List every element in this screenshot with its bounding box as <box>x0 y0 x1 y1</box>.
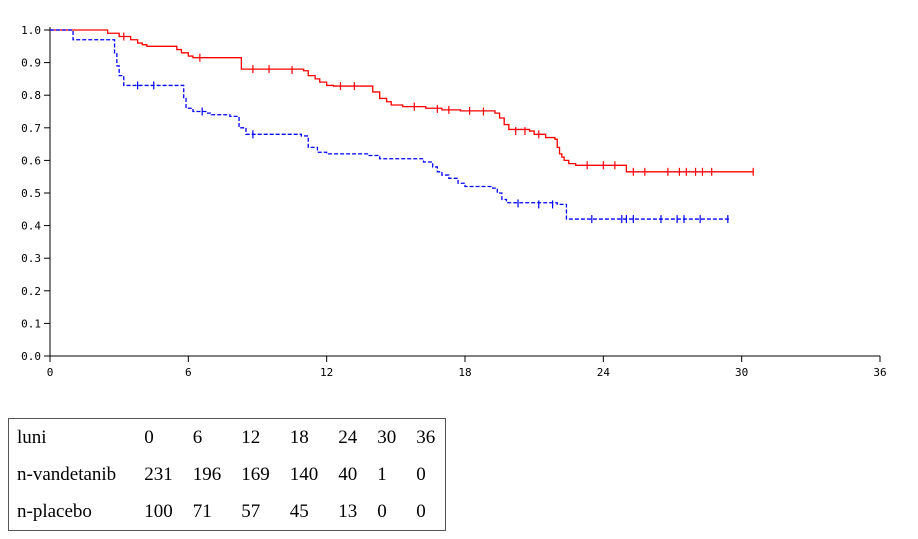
y-tick-label: 0.9 <box>21 57 41 70</box>
x-axis-ticks: 0 6 12 18 24 30 36 <box>47 356 887 379</box>
table-cell: 140 <box>289 463 319 485</box>
table-cell: 100 <box>144 500 173 522</box>
x-tick-label: 18 <box>458 366 471 379</box>
table-cell: 57 <box>241 500 261 522</box>
y-tick-label: 1.0 <box>21 24 41 37</box>
series-line-2 <box>50 29 731 220</box>
row-label: luni <box>17 426 47 448</box>
table-cell: 231 <box>144 463 173 485</box>
survival-chart: 0.0 0.1 0.2 0.3 0.4 0.5 0.6 0.7 0.8 0.9 1.0 0 6 12 18… <box>21 24 887 379</box>
table-cell: 0 <box>416 500 426 522</box>
table-row: luni 0 6 12 18 24 30 36 <box>9 419 446 457</box>
table-cell: 24 <box>338 426 358 448</box>
x-tick-label: 12 <box>320 366 333 379</box>
number-at-risk-table: luni 0 6 12 18 24 30 36 n-vandetanib 231 196 169 140… <box>8 418 447 531</box>
x-tick-label: 0 <box>47 366 54 379</box>
table-cell: 45 <box>289 500 309 522</box>
table-cell: 13 <box>338 500 358 522</box>
x-tick-label: 36 <box>873 366 886 379</box>
table-row: n-vandetanib 231 196 169 140 40 1 0 <box>9 456 446 493</box>
y-tick-label: 0.0 <box>21 350 41 363</box>
series-line-1 <box>50 29 754 173</box>
y-tick-label: 0.2 <box>21 285 41 298</box>
axes <box>49 27 880 357</box>
y-tick-label: 0.5 <box>21 187 41 200</box>
row-label: n-vandetanib <box>17 463 117 485</box>
table-cell: 0 <box>144 426 154 448</box>
table-cell: 36 <box>416 426 436 448</box>
x-tick-label: 30 <box>735 366 748 379</box>
y-tick-label: 0.3 <box>21 252 41 265</box>
table-cell: 196 <box>192 463 222 485</box>
survival-curves <box>50 29 754 220</box>
y-tick-label: 0.4 <box>21 220 41 233</box>
table-cell: 18 <box>289 426 309 448</box>
table-row: n-placebo 100 71 57 45 13 0 0 <box>9 493 446 531</box>
y-tick-label: 0.6 <box>21 154 41 167</box>
y-tick-label: 0.8 <box>21 89 41 102</box>
table-cell: 0 <box>416 463 426 485</box>
y-tick-label: 0.1 <box>21 317 41 330</box>
table-cell: 12 <box>241 426 261 448</box>
censor-marks <box>123 32 754 224</box>
table-cell: 1 <box>377 463 387 485</box>
y-tick-label: 0.7 <box>21 122 41 135</box>
x-tick-label: 24 <box>597 366 611 379</box>
y-axis-ticks: 0.0 0.1 0.2 0.3 0.4 0.5 0.6 0.7 0.8 0.9 1.0 <box>21 24 50 363</box>
table-cell: 6 <box>192 426 203 448</box>
row-label: n-placebo <box>17 500 92 522</box>
table-cell: 71 <box>192 500 212 522</box>
table-cell: 0 <box>377 500 387 522</box>
x-tick-label: 6 <box>185 366 192 379</box>
table-cell: 30 <box>377 426 397 448</box>
table-cell: 169 <box>241 463 270 485</box>
table-cell: 40 <box>338 463 358 485</box>
